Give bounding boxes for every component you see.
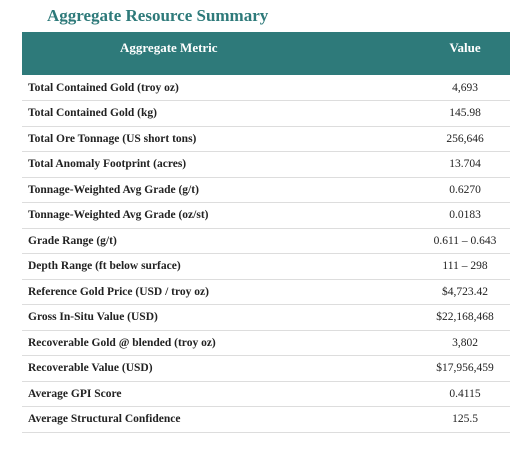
metric-cell: Total Contained Gold (troy oz)	[22, 75, 420, 101]
metric-cell: Total Ore Tonnage (US short tons)	[22, 126, 420, 152]
table-row: Gross In-Situ Value (USD) $22,168,468	[22, 304, 510, 331]
table-row: Grade Range (g/t) 0.611 – 0.643	[22, 228, 510, 254]
table-row: Total Ore Tonnage (US short tons) 256,646	[22, 126, 510, 152]
value-cell: $4,723.42	[420, 279, 510, 305]
value-cell: $22,168,468	[420, 304, 510, 331]
metric-cell: Tonnage-Weighted Avg Grade (g/t)	[22, 177, 420, 203]
metric-cell: Average Structural Confidence	[22, 406, 420, 433]
column-header: Aggregate Metric	[22, 32, 420, 75]
summary-table: Aggregate Metric Value Total Contained G…	[22, 32, 510, 433]
table-row: Average Structural Confidence 125.5	[22, 406, 510, 433]
table-row: Total Contained Gold (troy oz) 4,693	[22, 75, 510, 101]
value-cell: 3,802	[420, 330, 510, 356]
table-row: Total Contained Gold (kg) 145.98	[22, 100, 510, 127]
value-cell: 145.98	[420, 100, 510, 127]
metric-cell: Depth Range (ft below surface)	[22, 253, 420, 280]
table-row: Recoverable Value (USD) $17,956,459	[22, 355, 510, 382]
metric-cell: Gross In-Situ Value (USD)	[22, 304, 420, 331]
metric-cell: Reference Gold Price (USD / troy oz)	[22, 279, 420, 305]
value-cell: 111 – 298	[420, 253, 510, 280]
table-row: Average GPI Score 0.4115	[22, 381, 510, 407]
metric-cell: Average GPI Score	[22, 381, 420, 407]
value-cell: 256,646	[420, 126, 510, 152]
metric-cell: Total Anomaly Footprint (acres)	[22, 151, 420, 178]
metric-cell: Recoverable Value (USD)	[22, 355, 420, 382]
table-row: Total Anomaly Footprint (acres) 13.704	[22, 151, 510, 178]
value-cell: $17,956,459	[420, 355, 510, 382]
metric-cell: Recoverable Gold @ blended (troy oz)	[22, 330, 420, 356]
value-cell: 0.4115	[420, 381, 510, 407]
value-cell: 0.6270	[420, 177, 510, 203]
table-row: Tonnage-Weighted Avg Grade (g/t) 0.6270	[22, 177, 510, 203]
value-cell: 0.611 – 0.643	[420, 228, 510, 254]
metric-cell: Total Contained Gold (kg)	[22, 100, 420, 127]
metric-cell: Grade Range (g/t)	[22, 228, 420, 254]
table-row: Reference Gold Price (USD / troy oz) $4,7…	[22, 279, 510, 305]
value-cell: 13.704	[420, 151, 510, 178]
title: Aggregate Resource Summary	[47, 6, 269, 25]
value-cell: 4,693	[420, 75, 510, 101]
value-cell: 0.0183	[420, 202, 510, 229]
metric-cell: Tonnage-Weighted Avg Grade (oz/st)	[22, 202, 420, 229]
column-header: Value	[420, 32, 510, 75]
table-row: Tonnage-Weighted Avg Grade (oz/st) 0.0183	[22, 202, 510, 229]
table-row: Recoverable Gold @ blended (troy oz) 3,80…	[22, 330, 510, 356]
table-row: Depth Range (ft below surface) 111 – 298	[22, 253, 510, 280]
value-cell: 125.5	[420, 406, 510, 433]
header-row: Aggregate Metric Value	[22, 32, 510, 75]
